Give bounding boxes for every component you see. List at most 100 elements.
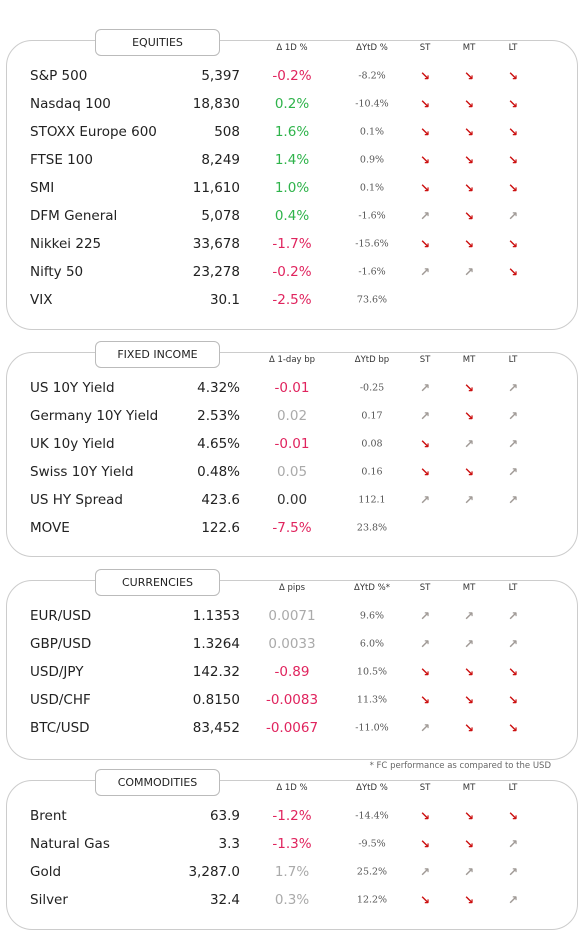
trend-arrow: ↗ bbox=[419, 381, 431, 395]
trend-arrow: ↘ bbox=[463, 237, 475, 251]
row-name: Nikkei 225 bbox=[30, 236, 102, 252]
column-header: Δ 1D % bbox=[276, 43, 308, 53]
row-name: Swiss 10Y Yield bbox=[30, 464, 134, 480]
row-ytd: 0.9% bbox=[359, 154, 385, 166]
trend-arrow: ↗ bbox=[507, 381, 519, 395]
row-name: Brent bbox=[30, 808, 67, 824]
row-name: S&P 500 bbox=[30, 68, 88, 84]
column-header: ΔYtD % bbox=[356, 783, 388, 793]
column-header: ΔYtD % bbox=[356, 43, 388, 53]
row-change: 0.00 bbox=[276, 492, 308, 508]
column-header: MT bbox=[462, 583, 476, 593]
trend-arrow: ↘ bbox=[463, 181, 475, 195]
section-box bbox=[6, 352, 578, 557]
row-name: USD/CHF bbox=[30, 692, 91, 708]
row-ytd: 11.3% bbox=[356, 694, 388, 706]
row-name: SMI bbox=[30, 180, 55, 196]
column-header: Δ 1-day bp bbox=[268, 355, 316, 365]
row-change: -7.5% bbox=[272, 520, 312, 536]
row-ytd: 0.17 bbox=[361, 410, 383, 422]
trend-arrow: ↘ bbox=[463, 693, 475, 707]
row-value: 2.53% bbox=[197, 408, 240, 424]
row-value: 23,278 bbox=[192, 264, 240, 280]
trend-arrow: ↘ bbox=[419, 809, 431, 823]
row-change: 0.3% bbox=[274, 892, 310, 908]
trend-arrow: ↗ bbox=[463, 609, 475, 623]
row-value: 83,452 bbox=[192, 720, 240, 736]
row-ytd: 112.1 bbox=[358, 494, 386, 506]
section-title: COMMODITIES bbox=[95, 769, 220, 796]
row-value: 63.9 bbox=[209, 808, 240, 824]
trend-arrow: ↘ bbox=[463, 893, 475, 907]
trend-arrow: ↘ bbox=[463, 125, 475, 139]
trend-arrow: ↗ bbox=[419, 721, 431, 735]
row-value: 11,610 bbox=[192, 180, 240, 196]
row-ytd: -8.2% bbox=[358, 70, 386, 82]
row-change: 1.7% bbox=[274, 864, 310, 880]
row-name: Nasdaq 100 bbox=[30, 96, 111, 112]
row-change: 1.4% bbox=[274, 152, 310, 168]
trend-arrow: ↘ bbox=[463, 209, 475, 223]
trend-arrow: ↗ bbox=[507, 865, 519, 879]
row-ytd: -1.6% bbox=[358, 210, 386, 222]
row-ytd: -15.6% bbox=[355, 238, 389, 250]
column-header: ST bbox=[419, 43, 431, 53]
section-title: FIXED INCOME bbox=[95, 341, 220, 368]
trend-arrow: ↘ bbox=[507, 665, 519, 679]
trend-arrow: ↗ bbox=[419, 209, 431, 223]
trend-arrow: ↘ bbox=[419, 237, 431, 251]
row-change: -0.01 bbox=[274, 436, 310, 452]
row-change: 1.6% bbox=[274, 124, 310, 140]
row-ytd: 0.1% bbox=[359, 182, 385, 194]
trend-arrow: ↗ bbox=[419, 409, 431, 423]
row-ytd: 0.16 bbox=[361, 466, 383, 478]
trend-arrow: ↗ bbox=[463, 493, 475, 507]
trend-arrow: ↘ bbox=[463, 381, 475, 395]
trend-arrow: ↘ bbox=[419, 693, 431, 707]
trend-arrow: ↘ bbox=[463, 97, 475, 111]
row-value: 122.6 bbox=[201, 520, 240, 536]
trend-arrow: ↘ bbox=[507, 809, 519, 823]
section-box bbox=[6, 580, 578, 760]
row-change: -0.2% bbox=[272, 68, 312, 84]
trend-arrow: ↗ bbox=[507, 493, 519, 507]
trend-arrow: ↗ bbox=[507, 837, 519, 851]
row-value: 30.1 bbox=[209, 292, 240, 308]
row-ytd: 9.6% bbox=[359, 610, 385, 622]
row-name: STOXX Europe 600 bbox=[30, 124, 157, 140]
row-change: -0.2% bbox=[272, 264, 312, 280]
row-change: -2.5% bbox=[272, 292, 312, 308]
row-name: US HY Spread bbox=[30, 492, 123, 508]
row-name: GBP/USD bbox=[30, 636, 92, 652]
row-ytd: -14.4% bbox=[355, 810, 389, 822]
section-box bbox=[6, 780, 578, 930]
column-header: MT bbox=[462, 355, 476, 365]
row-name: UK 10y Yield bbox=[30, 436, 115, 452]
row-change: 0.05 bbox=[276, 464, 308, 480]
row-name: EUR/USD bbox=[30, 608, 92, 624]
row-ytd: 6.0% bbox=[359, 638, 385, 650]
row-value: 33,678 bbox=[192, 236, 240, 252]
trend-arrow: ↘ bbox=[507, 721, 519, 735]
section-title: EQUITIES bbox=[95, 29, 220, 56]
trend-arrow: ↗ bbox=[507, 465, 519, 479]
section-box bbox=[6, 40, 578, 330]
trend-arrow: ↘ bbox=[419, 125, 431, 139]
row-value: 8,249 bbox=[201, 152, 240, 168]
row-change: -1.7% bbox=[272, 236, 312, 252]
column-header: LT bbox=[508, 583, 518, 593]
trend-arrow: ↗ bbox=[463, 437, 475, 451]
row-ytd: -0.25 bbox=[359, 382, 385, 394]
trend-arrow: ↘ bbox=[507, 153, 519, 167]
column-header: LT bbox=[508, 783, 518, 793]
row-value: 0.48% bbox=[197, 464, 240, 480]
trend-arrow: ↘ bbox=[419, 153, 431, 167]
trend-arrow: ↘ bbox=[419, 181, 431, 195]
trend-arrow: ↘ bbox=[463, 809, 475, 823]
row-name: Natural Gas bbox=[30, 836, 110, 852]
trend-arrow: ↘ bbox=[463, 69, 475, 83]
row-name: BTC/USD bbox=[30, 720, 90, 736]
trend-arrow: ↘ bbox=[507, 97, 519, 111]
row-ytd: -10.4% bbox=[355, 98, 389, 110]
trend-arrow: ↘ bbox=[463, 153, 475, 167]
